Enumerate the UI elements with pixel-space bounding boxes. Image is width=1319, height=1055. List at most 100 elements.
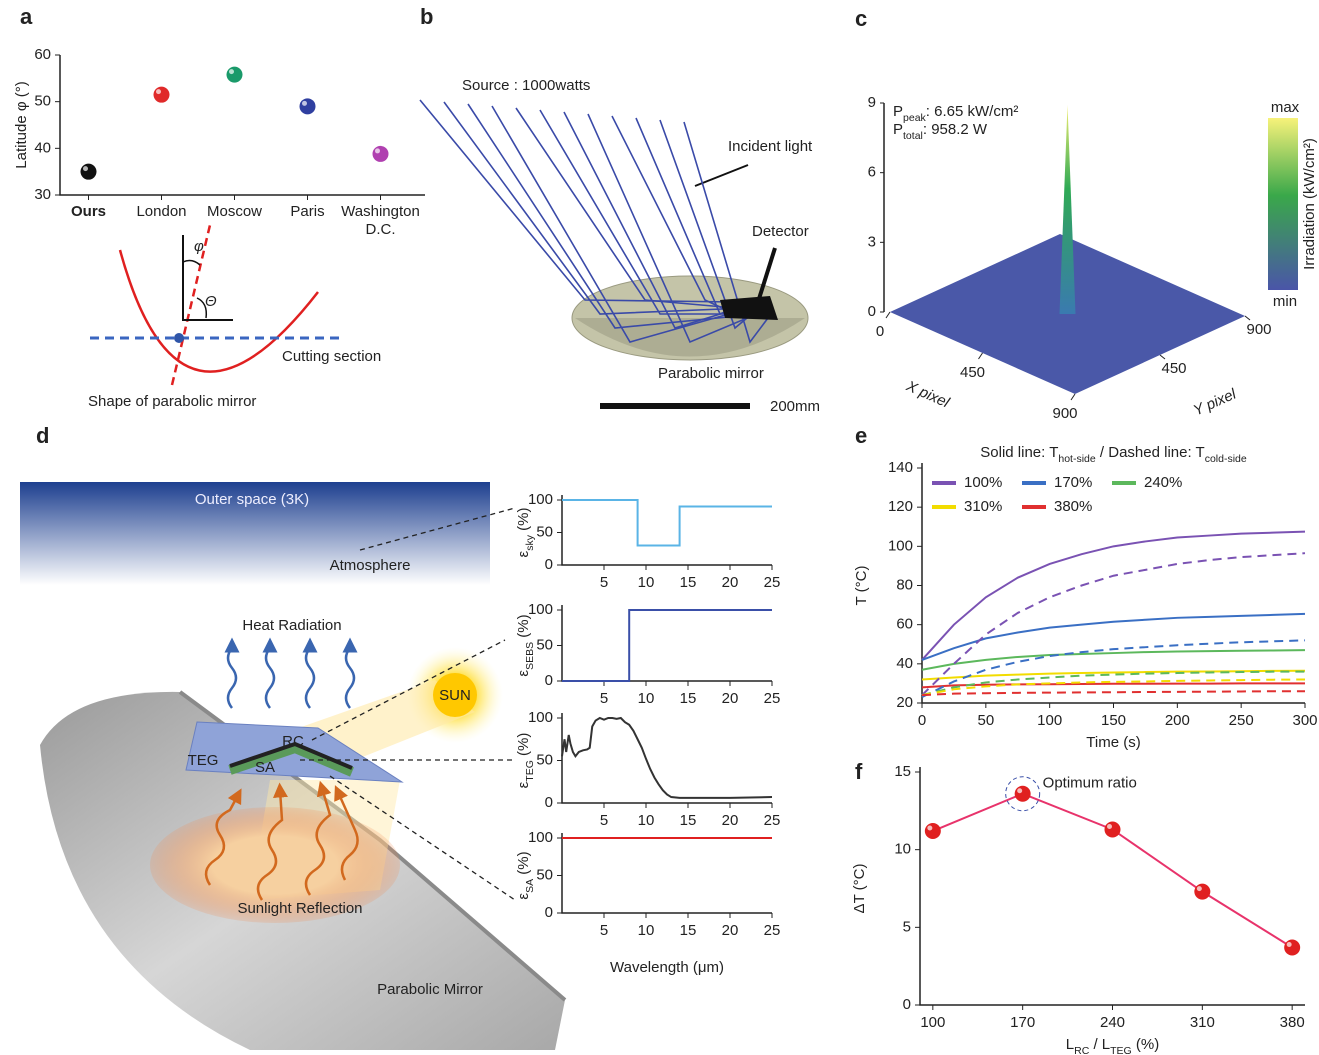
heat-arrow [228,645,236,708]
heat-arrow [266,645,274,708]
x-tick-label: 0 [876,323,884,340]
x-tick-label: Moscow [207,203,262,220]
point [1194,884,1210,900]
label: Detector [752,223,809,240]
x-tick-label: Paris [290,203,324,220]
x-tick [979,353,983,359]
label: Parabolic mirror [658,365,764,382]
panel-label: e [855,423,867,448]
y-tick-label: 40 [896,655,913,672]
annotation-part: : 958.2 W [923,121,988,138]
peak [1060,105,1076,314]
x-tick-label: 10 [638,690,655,707]
line [922,640,1305,697]
label: SA [255,759,275,776]
x-tick-label: 50 [977,712,994,729]
chart-title-part: / Dashed line: T [1096,444,1205,461]
label: Shape of parabolic mirror [88,393,256,410]
x-tick-label: 150 [1101,712,1126,729]
x-tick-label: 0 [918,712,926,729]
x-tick-label: 25 [764,574,781,591]
line [922,553,1305,695]
y-axis-label: Y pixel [1191,385,1239,419]
y-axis-label-part: (%) [515,733,532,761]
figure: a b c d e f φ Θ Cutting section Shape of… [0,0,1319,1055]
y-axis-label-part: sky [524,534,536,551]
x-tick-label: 20 [722,922,739,939]
z-tick-label: 6 [868,164,876,181]
label: Outer space (3K) [195,491,309,508]
z-tick-label: 3 [868,233,876,250]
y-axis-label: ΔT (°C) [851,864,868,914]
legend-label: 240% [1144,474,1182,491]
y-tick-label: 50 [536,636,553,653]
y-tick-label: 80 [896,576,913,593]
line [922,680,1305,696]
label: TEG [188,752,219,769]
y-tick-label: 0 [545,556,553,573]
x-tick-label: 15 [680,812,697,829]
x-axis-label-part: (%) [1132,1036,1160,1053]
y-tick-label: 20 [896,694,913,711]
point [81,164,97,180]
x-tick-label: 5 [600,812,608,829]
scale-bar [600,403,750,409]
y-tick-label: 50 [536,523,553,540]
x-axis-label: X pixel [903,377,953,412]
x-tick-label: 20 [722,690,739,707]
line [562,718,772,798]
chart-title-part: Solid line: T [980,444,1058,461]
point [154,87,170,103]
x-axis-label: Time (s) [1086,734,1140,751]
optics-diagram: Source : 1000watts Incident light Detect… [420,77,820,415]
x-tick-label: 100 [1037,712,1062,729]
label: Incident light [728,138,813,155]
point [300,98,316,114]
x-tick-label: 100 [920,1014,945,1031]
annotation-part: P [893,121,903,138]
point [1015,786,1031,802]
y-tick-label: 100 [528,491,553,508]
axis [562,605,772,681]
x-tick-label: 10 [638,574,655,591]
label: Cutting section [282,348,381,365]
y-tick-label: 10 [894,841,911,858]
label: Source : 1000watts [462,77,590,94]
label: Heat Radiation [242,617,341,634]
x-tick-label-line: Washington [341,203,420,220]
x-tick-label: 5 [600,574,608,591]
label: RC [282,733,304,750]
highlight [1017,788,1022,793]
x-tick-label: 25 [764,690,781,707]
x-tick-label: 15 [680,922,697,939]
x-tick-label: 200 [1165,712,1190,729]
annotation: Ptotal: 958.2 W [893,121,988,142]
y-tick-label: 60 [34,46,51,63]
label: Atmosphere [330,557,411,574]
system-diagram: Outer space (3K) Atmosphere Heat Radiati… [20,482,565,1050]
x-tick-label: 25 [764,812,781,829]
x-tick-label: 10 [638,812,655,829]
y-tick-label: 50 [536,751,553,768]
axis [562,713,772,803]
panel-label: b [420,4,433,29]
y-axis-label-part: SA [524,879,536,893]
heat-arrow [346,645,354,708]
point [1284,940,1300,956]
heat-arrow [306,645,314,708]
x-tick-label: 5 [600,690,608,707]
y-tick-label: 5 [903,918,911,935]
label: 200mm [770,398,820,415]
x-tick-label: 300 [1292,712,1317,729]
x-tick-label: 15 [680,690,697,707]
x-tick-label: 20 [722,574,739,591]
highlight [375,148,380,153]
y-axis-label-part: TEG [524,760,536,782]
x-tick-label: 380 [1280,1014,1305,1031]
x-tick-label: 250 [1229,712,1254,729]
y-axis-label-part: SEBS [524,642,536,670]
point [174,333,184,343]
y-axis-label-part: (%) [515,851,532,879]
y-tick [1245,316,1250,320]
x-tick-label-line: D.C. [366,221,396,238]
